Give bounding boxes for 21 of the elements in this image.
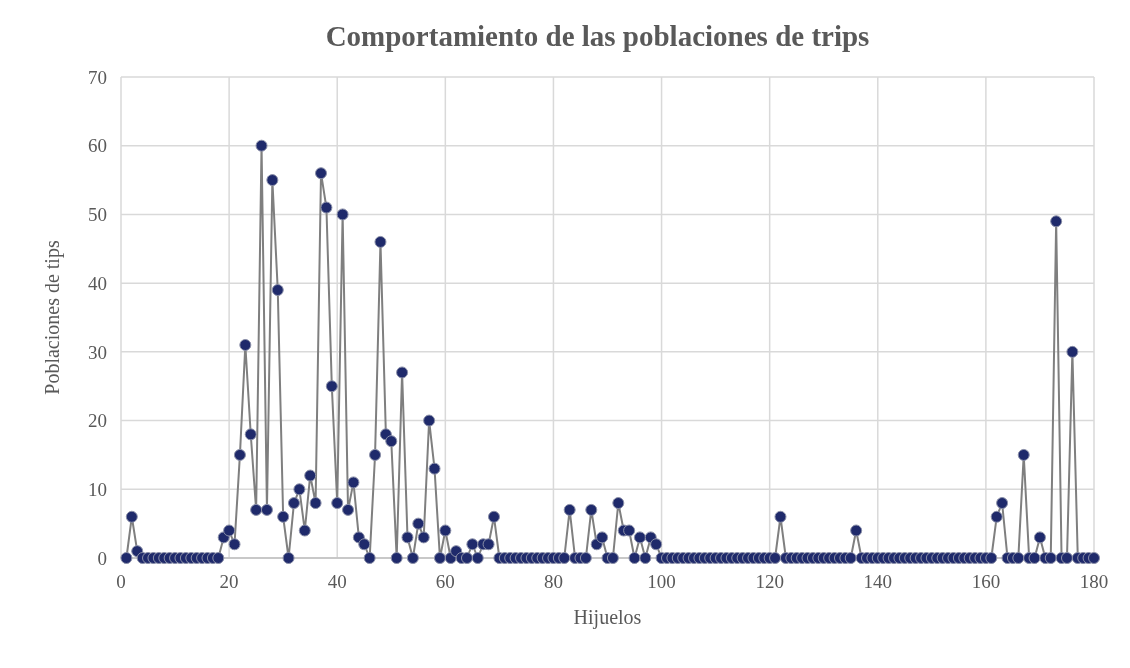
x-tick-label: 180 [1079,571,1109,592]
x-tick-label: 100 [647,571,676,592]
y-tick-label: 60 [88,135,107,157]
y-tick-label: 50 [88,204,107,226]
x-tick-label: 160 [971,571,1001,592]
x-axis-title: Hijuelos [573,606,642,629]
x-tick-label: 120 [755,571,784,592]
y-tick-label: 0 [97,547,107,569]
y-tick-label: 10 [88,478,107,500]
y-tick-label: 20 [88,410,107,432]
x-tick-label: 60 [435,571,455,592]
x-tick-label: 0 [116,571,126,592]
x-tick-label: 140 [863,571,893,592]
y-axis-title: Poblaciones de tips [41,240,64,395]
y-tick-label: 70 [88,66,107,88]
x-tick-label: 80 [543,571,563,592]
x-tick-label: 20 [219,571,239,592]
y-tick-label: 40 [88,272,107,294]
chart-title: Comportamiento de las poblaciones de trips [325,20,870,52]
y-tick-label: 30 [88,341,107,363]
x-tick-label: 40 [327,571,347,592]
